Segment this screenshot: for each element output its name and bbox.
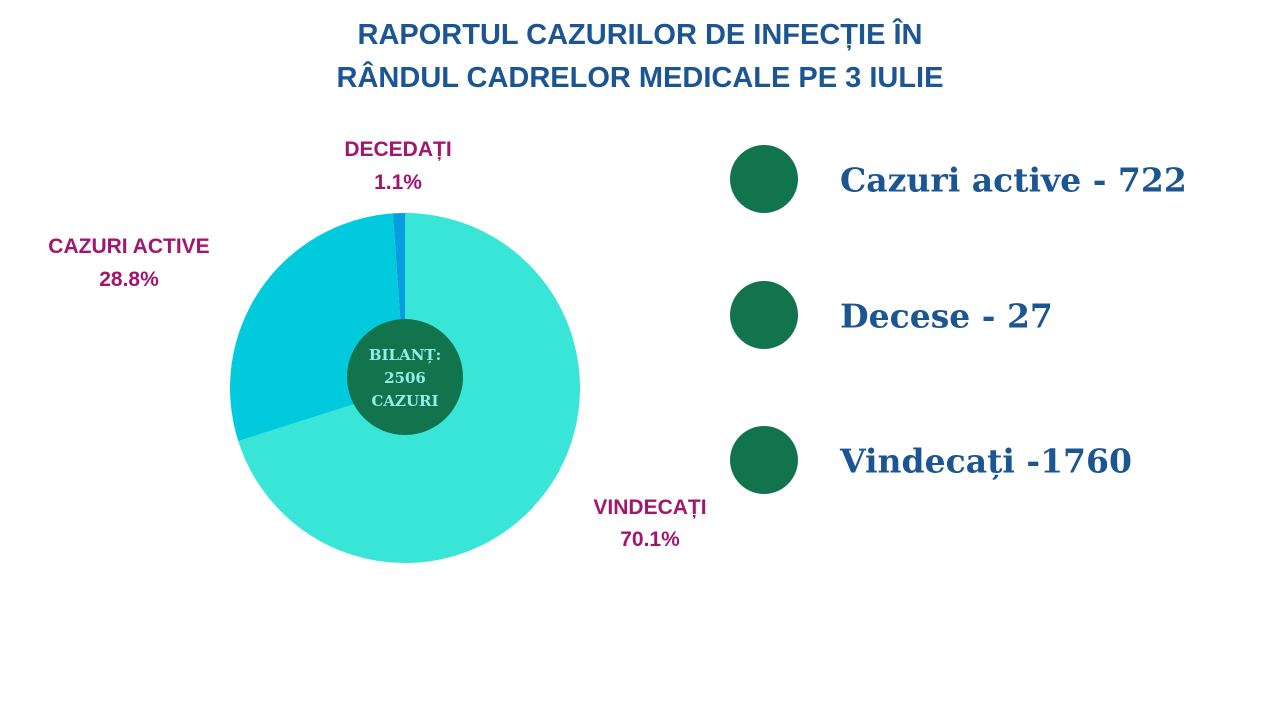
- slice-label-vindecati: VINDECAȚI: [593, 496, 706, 519]
- slice-percent-vindecati: 70.1%: [620, 528, 680, 551]
- slice-percent-decedati: 1.1%: [374, 171, 422, 194]
- legend-dot-icon: [730, 426, 798, 494]
- legend-dot-icon: [730, 145, 798, 213]
- slice-percent-cazuri-active: 28.8%: [99, 268, 159, 291]
- chart-title: RAPORTUL CAZURILOR DE INFECȚIE ÎN RÂNDUL…: [0, 14, 1280, 100]
- center-text-line-1: BILANȚ:: [369, 346, 441, 364]
- title-line-2: RÂNDUL CADRELOR MEDICALE PE 3 IULIE: [336, 62, 944, 94]
- legend-dot-icon: [730, 281, 798, 349]
- title-line-1: RAPORTUL CAZURILOR DE INFECȚIE ÎN: [357, 19, 923, 51]
- center-circle: [347, 319, 463, 435]
- slice-label-decedati: DECEDAȚI: [344, 138, 451, 161]
- legend-text-deaths: Decese - 27: [840, 296, 1053, 336]
- legend-text-active: Cazuri active - 722: [840, 160, 1187, 200]
- legend-item-recovered: Vindecați -1760: [730, 426, 1250, 496]
- center-text-line-2: 2506: [384, 369, 426, 387]
- legend-text-recovered: Vindecați -1760: [840, 441, 1132, 481]
- slice-label-cazuri-active: CAZURI ACTIVE: [48, 235, 209, 258]
- legend-item-active: Cazuri active - 722: [730, 145, 1250, 215]
- center-text-line-3: CAZURI: [371, 392, 438, 410]
- legend-item-deaths: Decese - 27: [730, 281, 1250, 351]
